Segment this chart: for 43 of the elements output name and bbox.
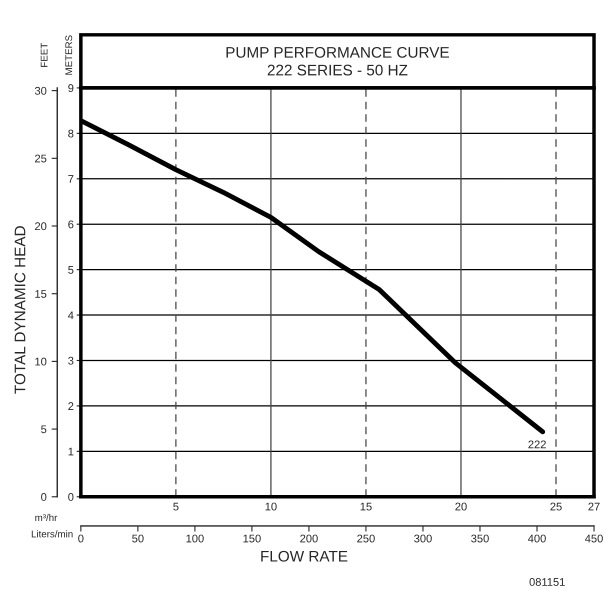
text: FLOW RATE xyxy=(261,550,348,562)
y2-tick-label: 30 xyxy=(34,86,46,95)
y-tick-label: 1 xyxy=(68,448,74,456)
x-tick-label: 5 xyxy=(173,502,179,510)
x-tick-label: 27 xyxy=(588,502,600,510)
text: TOTAL DYNAMIC HEAD xyxy=(14,226,26,394)
x-tick-label: 25 xyxy=(550,502,562,510)
x2-tick-label: 150 xyxy=(243,534,261,542)
x2-tick-label: 450 xyxy=(585,534,603,542)
y-tick-label: 8 xyxy=(68,130,74,138)
y-tick-label: 2 xyxy=(68,402,74,410)
y-tick-label: 9 xyxy=(68,84,74,92)
y-tick-label: 6 xyxy=(68,220,74,228)
y2-tick-label: 25 xyxy=(35,154,46,162)
x2-tick-label: 50 xyxy=(132,534,144,542)
x2-tick-label: 0 xyxy=(78,534,84,542)
x-tick-label: 20 xyxy=(455,502,467,510)
x2-tick-label: 200 xyxy=(300,534,318,542)
x2-axis-title: Liters/min xyxy=(32,530,73,538)
x2-tick-label: 250 xyxy=(357,534,375,542)
x-axis-title: m³/hr xyxy=(35,514,58,522)
y-tick-label: 3 xyxy=(68,356,74,365)
series-label: 222 xyxy=(528,440,546,448)
y2-tick-label: 10 xyxy=(35,358,46,366)
chart-subtitle: 222 SERIES - 50 HZ xyxy=(268,64,408,76)
y-tick-label: 7 xyxy=(68,175,74,183)
y-tick-label: 5 xyxy=(68,266,74,274)
y2-axis-title: FEET xyxy=(40,43,48,67)
x-tick-label: 15 xyxy=(360,502,372,510)
y2-tick-label: 20 xyxy=(35,222,46,230)
chart-title: PUMP PERFORMANCE CURVE xyxy=(226,46,449,58)
y2-tick-label: 15 xyxy=(35,290,46,298)
y-axis-title: METERS xyxy=(65,35,72,75)
x2-tick-label: 350 xyxy=(471,534,489,542)
x2-tick-label: 400 xyxy=(528,534,546,542)
x2-tick-label: 300 xyxy=(414,534,432,542)
y-tick-label: 4 xyxy=(68,311,74,320)
y-tick-label: 0 xyxy=(68,493,74,501)
text: 081151 xyxy=(530,578,565,586)
x-tick-label: 10 xyxy=(266,502,277,510)
x2-tick-label: 100 xyxy=(186,534,204,542)
y2-tick-label: 0 xyxy=(41,493,46,501)
y2-tick-label: 5 xyxy=(41,425,46,434)
